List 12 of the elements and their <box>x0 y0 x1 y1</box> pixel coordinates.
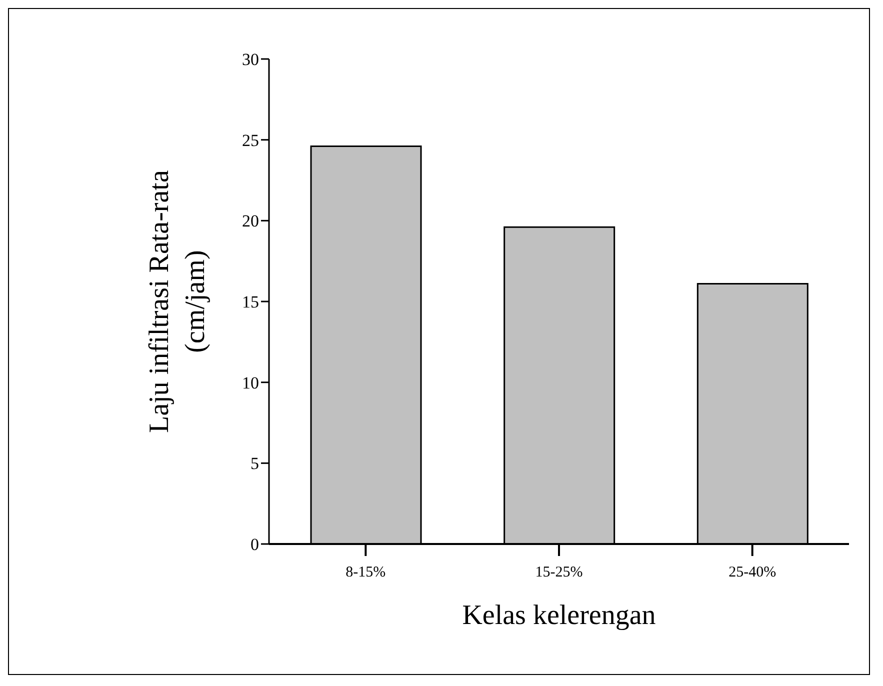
x-tick-label: 15-25% <box>535 564 583 581</box>
x-tick-label: 25-40% <box>728 564 776 581</box>
y-tick-label: 30 <box>242 50 259 70</box>
y-axis-title: Laju infiltrasi Rata-rata (cm/jam) <box>144 170 211 433</box>
y-tick-label: 10 <box>242 373 259 392</box>
x-axis-title: Kelas kelerengan <box>462 600 656 631</box>
y-tick-label: 5 <box>250 454 259 474</box>
y-tick-label: 25 <box>242 130 259 150</box>
x-tick-label: 8-15% <box>346 564 386 581</box>
y-tick-label: 0 <box>250 535 259 554</box>
y-tick-label: 15 <box>242 292 259 312</box>
y-tick-label: 20 <box>242 212 259 231</box>
